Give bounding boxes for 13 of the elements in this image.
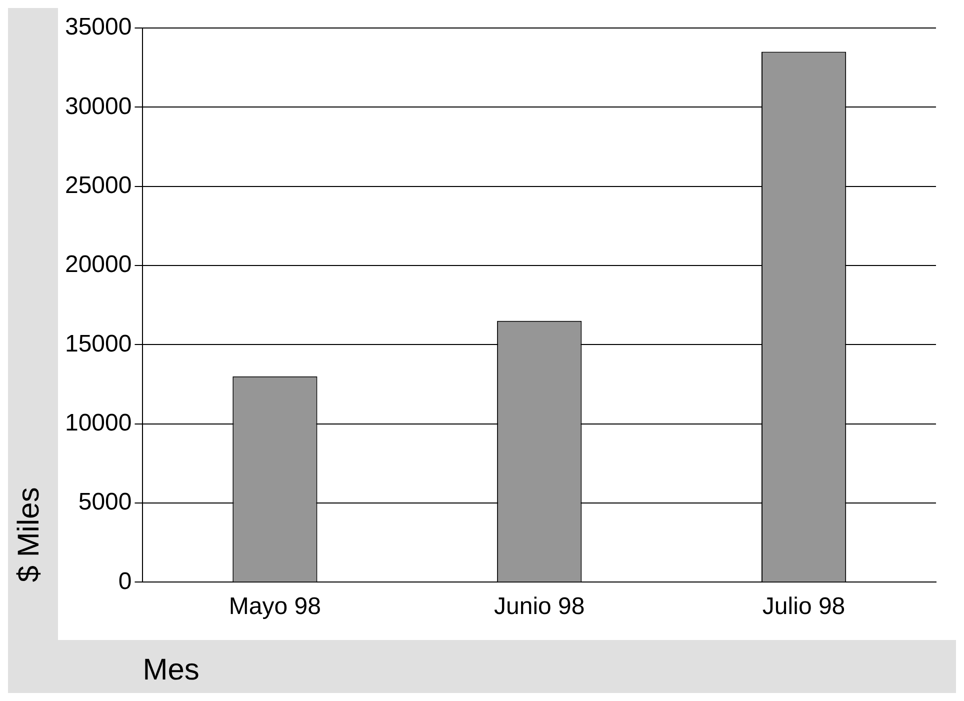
y-tick-label: 30000 [64, 92, 132, 120]
y-tick-label: 35000 [64, 14, 132, 41]
y-tick-label: 5000 [78, 488, 132, 516]
x-axis-title: Mes [142, 653, 200, 686]
y-tick-label: 15000 [64, 330, 132, 358]
y-axis-title: $ Miles [12, 487, 46, 582]
y-tick-label: 20000 [64, 251, 132, 278]
x-tick-label: Julio 98 [762, 593, 846, 620]
y-tick-label: 10000 [64, 409, 132, 436]
x-tick-label: Mayo 98 [228, 593, 321, 620]
y-tick-label: 25000 [64, 172, 132, 199]
y-tick-label: 0 [118, 568, 132, 595]
x-tick-label: Junio 98 [494, 593, 585, 620]
